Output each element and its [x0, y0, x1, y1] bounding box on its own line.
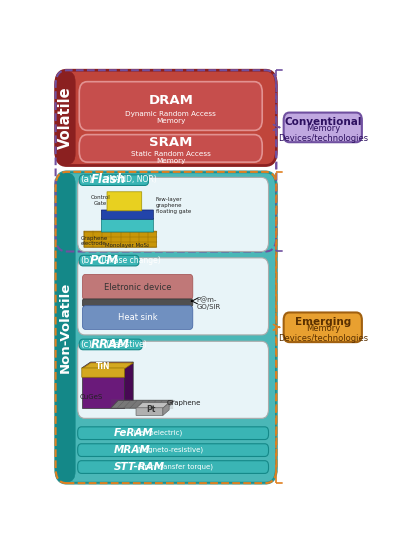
Text: STT-RAM: STT-RAM	[114, 462, 165, 472]
FancyBboxPatch shape	[79, 135, 262, 162]
FancyBboxPatch shape	[284, 312, 362, 342]
FancyBboxPatch shape	[82, 306, 193, 329]
Polygon shape	[111, 400, 173, 408]
Text: (a): (a)	[81, 175, 93, 184]
FancyBboxPatch shape	[78, 427, 269, 439]
FancyBboxPatch shape	[79, 175, 149, 185]
FancyBboxPatch shape	[79, 339, 142, 350]
Text: (NAND, NOR): (NAND, NOR)	[104, 175, 157, 184]
FancyBboxPatch shape	[82, 368, 125, 377]
Text: FeRAM: FeRAM	[114, 428, 154, 438]
Text: P@m-
GO/SIR: P@m- GO/SIR	[197, 296, 221, 310]
Text: Graphene
electrode: Graphene electrode	[81, 235, 108, 246]
FancyBboxPatch shape	[101, 210, 153, 219]
Text: (b): (b)	[81, 256, 93, 265]
Text: Conventional: Conventional	[284, 117, 361, 127]
FancyBboxPatch shape	[78, 258, 269, 335]
Text: Control
Gate: Control Gate	[91, 195, 111, 206]
Text: (Ferroelectric): (Ferroelectric)	[131, 430, 183, 436]
FancyBboxPatch shape	[136, 408, 163, 415]
Text: (Resistive): (Resistive)	[104, 340, 147, 349]
FancyBboxPatch shape	[101, 218, 153, 232]
FancyBboxPatch shape	[78, 341, 269, 419]
Text: Eletronic device: Eletronic device	[104, 283, 171, 292]
FancyBboxPatch shape	[284, 113, 362, 142]
FancyBboxPatch shape	[84, 231, 157, 248]
FancyBboxPatch shape	[78, 461, 269, 474]
Text: Static Random Access
Memory: Static Random Access Memory	[131, 151, 211, 163]
Polygon shape	[125, 362, 133, 408]
Polygon shape	[82, 362, 133, 368]
Text: Volatile: Volatile	[58, 87, 73, 150]
Text: CuGeS: CuGeS	[80, 394, 103, 400]
Text: Pt: Pt	[147, 405, 156, 414]
Text: Emerging: Emerging	[295, 317, 351, 327]
Text: Few-layer
graphene
floating gate: Few-layer graphene floating gate	[155, 197, 191, 214]
FancyBboxPatch shape	[107, 192, 142, 211]
FancyBboxPatch shape	[79, 255, 139, 266]
Polygon shape	[82, 363, 133, 369]
Text: (Magneto-resistive): (Magneto-resistive)	[133, 447, 203, 453]
Text: DRAM: DRAM	[148, 94, 193, 107]
FancyBboxPatch shape	[56, 72, 75, 164]
Text: Dynamic Random Access
Memory: Dynamic Random Access Memory	[125, 111, 216, 124]
Text: Monolayer MoS₂: Monolayer MoS₂	[105, 244, 149, 249]
Text: PCM: PCM	[90, 254, 118, 267]
Text: (c): (c)	[81, 340, 92, 349]
Text: MRAM: MRAM	[114, 445, 151, 455]
FancyBboxPatch shape	[79, 81, 262, 130]
Text: TiN: TiN	[96, 362, 110, 371]
Text: RRAM: RRAM	[91, 338, 129, 351]
Text: Non-Volatile: Non-Volatile	[59, 282, 72, 373]
FancyBboxPatch shape	[82, 299, 193, 306]
Text: Memory
Devices/technologies: Memory Devices/technologies	[278, 124, 368, 144]
Text: Flash: Flash	[91, 173, 126, 186]
Polygon shape	[82, 368, 125, 408]
Text: Heat sink: Heat sink	[118, 313, 158, 322]
Text: (Phase change): (Phase change)	[99, 256, 161, 265]
Text: Memory
Devices/technologies: Memory Devices/technologies	[278, 324, 368, 343]
FancyBboxPatch shape	[56, 70, 276, 166]
FancyBboxPatch shape	[56, 172, 276, 483]
Text: Graphene: Graphene	[167, 400, 201, 406]
FancyBboxPatch shape	[78, 444, 269, 456]
FancyBboxPatch shape	[56, 173, 75, 482]
Polygon shape	[163, 403, 169, 415]
Text: (Spin transfer torque): (Spin transfer torque)	[136, 464, 213, 470]
FancyBboxPatch shape	[78, 178, 269, 251]
Polygon shape	[136, 403, 169, 408]
FancyBboxPatch shape	[82, 274, 193, 300]
Text: SRAM: SRAM	[149, 136, 193, 148]
